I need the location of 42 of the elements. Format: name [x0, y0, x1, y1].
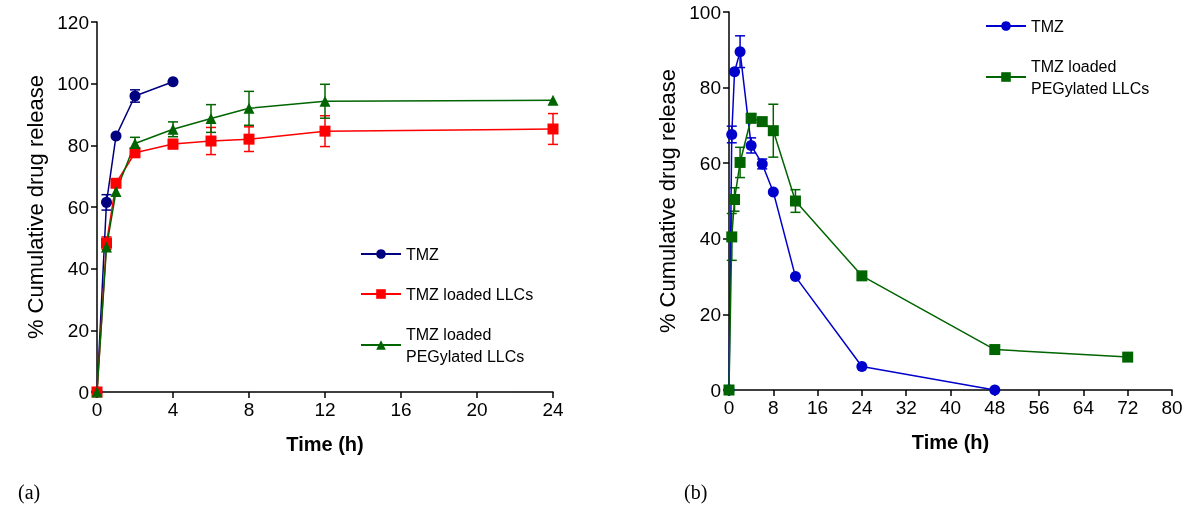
y-tick-label: 0 [78, 381, 89, 403]
x-tick-label: 48 [984, 397, 1006, 418]
text: (a) [18, 481, 41, 504]
x-tick-label: 12 [314, 399, 336, 420]
legend-label: TMZ loaded LLCs [406, 285, 534, 303]
x-tick-label: 24 [542, 399, 564, 420]
x-tick-label: 80 [1161, 397, 1183, 418]
x-tick-label: 32 [895, 397, 917, 418]
x-tick-label: 20 [466, 399, 488, 420]
text: (b) [684, 481, 708, 504]
x-tick-label: 40 [939, 397, 962, 418]
x-tick-label: 8 [768, 397, 779, 418]
y-tick-label: 80 [67, 134, 89, 156]
x-tick-label: 64 [1072, 397, 1095, 418]
y-tick-label: 20 [67, 319, 89, 341]
legend-label: TMZ [1031, 17, 1065, 35]
x-tick-label: 0 [723, 397, 735, 418]
y-tick-label: 40 [67, 258, 89, 280]
y-axis-title: % Cumulative drug release [22, 74, 48, 340]
x-tick-label: 72 [1117, 397, 1139, 418]
x-tick-label: 16 [390, 399, 412, 420]
y-tick-label: 100 [57, 73, 89, 95]
x-tick-label: 4 [167, 399, 179, 420]
x-tick-label: 24 [851, 397, 873, 418]
y-tick-label: 40 [699, 228, 721, 250]
x-tick-label: 56 [1028, 397, 1050, 418]
y-tick-label: 0 [710, 379, 721, 401]
x-axis-title: Time (h) [911, 431, 990, 453]
y-axis-title: % Cumulative drug release [654, 68, 680, 334]
x-tick-label: 0 [91, 399, 103, 420]
legend-label: TMZ loaded PEGylated LLCs [1031, 57, 1150, 97]
x-axis-title: Time (h) [286, 433, 364, 455]
legend-label: TMZ [406, 245, 440, 263]
y-tick-label: 120 [57, 11, 89, 33]
y-tick-label: 60 [699, 152, 721, 174]
y-tick-label: 80 [699, 77, 721, 99]
legend-label: TMZ loaded PEGylated LLCs [406, 325, 525, 365]
x-tick-label: 16 [807, 397, 829, 418]
y-tick-label: 20 [699, 303, 721, 325]
x-tick-label: 8 [243, 399, 255, 420]
y-tick-label: 100 [689, 1, 721, 23]
y-tick-label: 60 [67, 196, 89, 218]
